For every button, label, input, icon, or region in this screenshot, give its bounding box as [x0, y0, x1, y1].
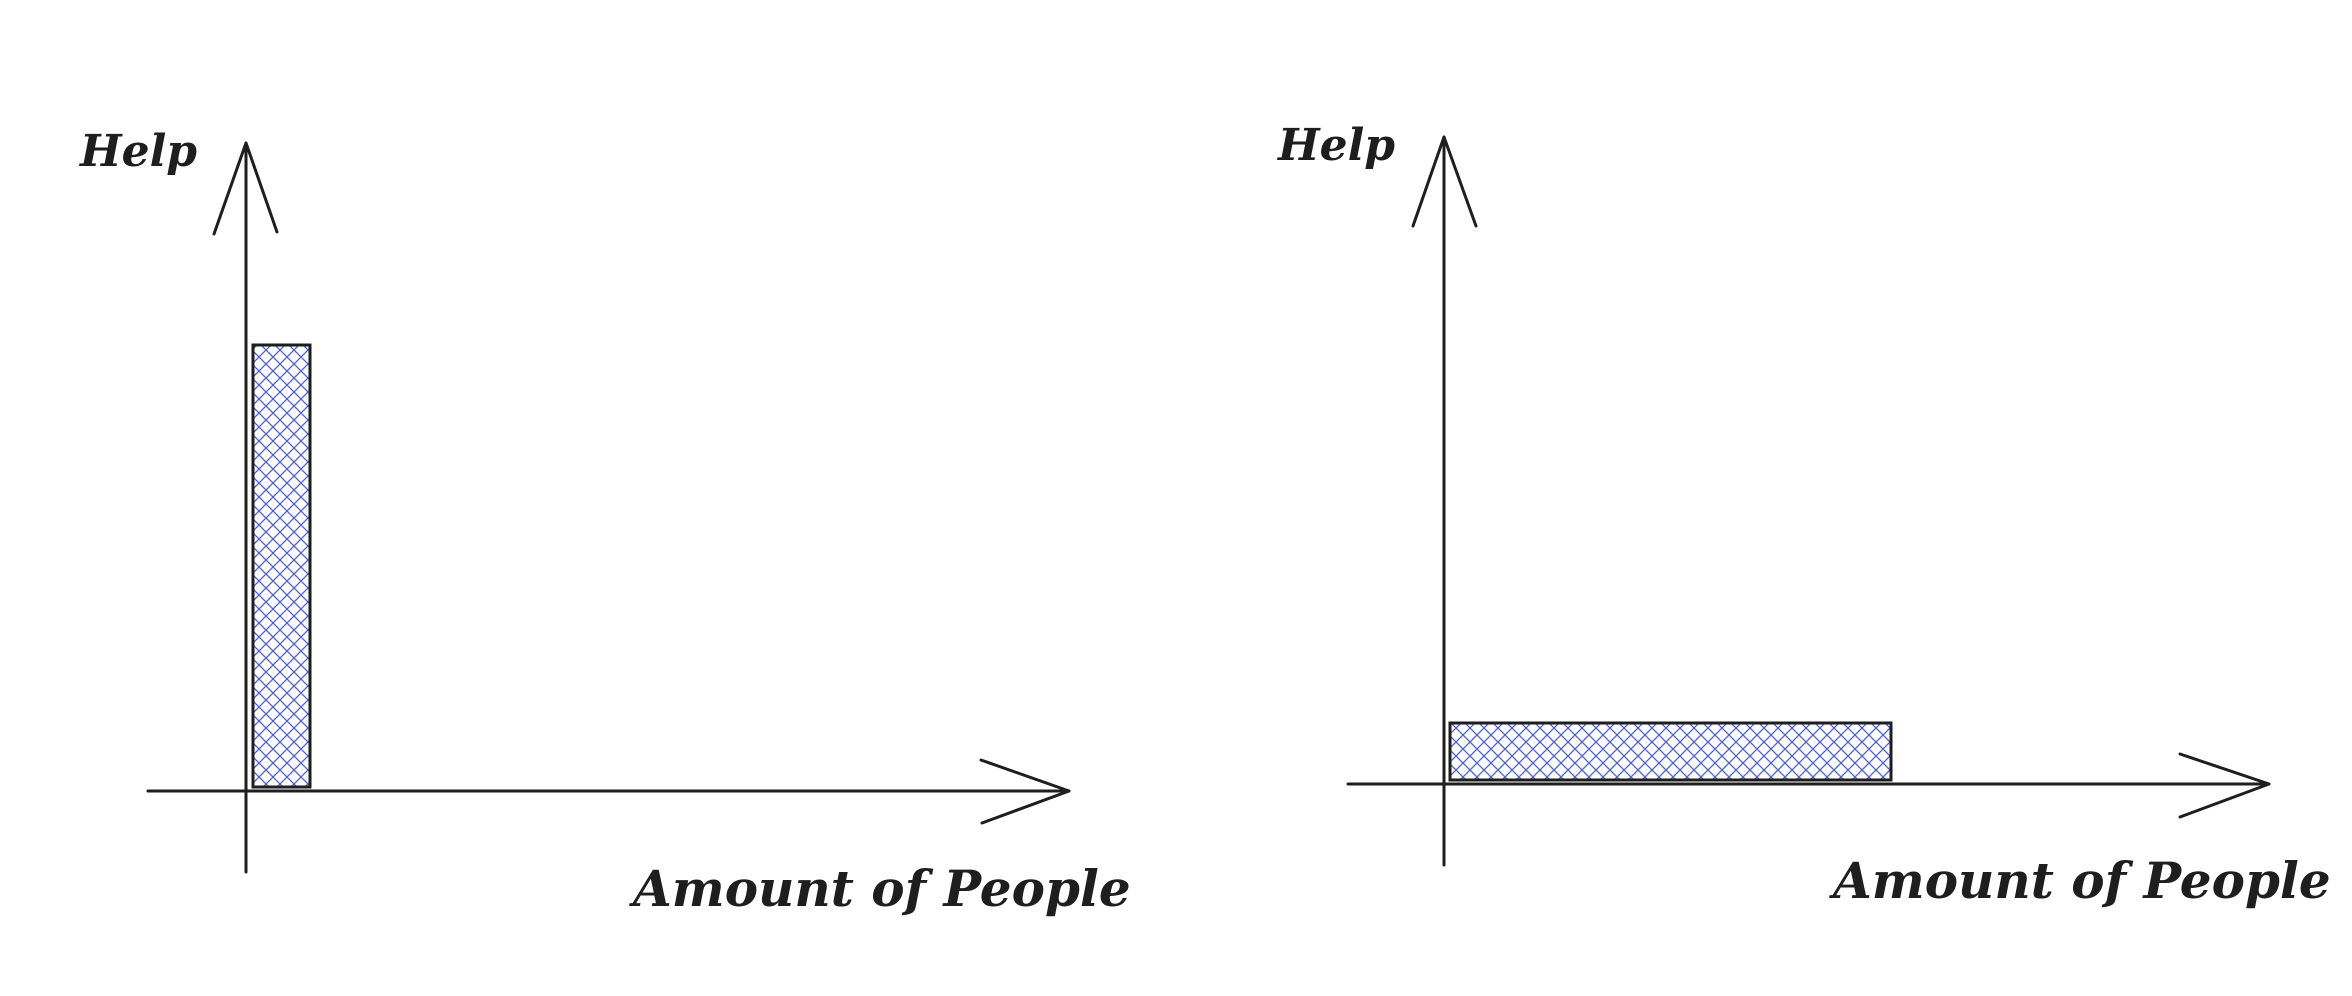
- y-axis-label-right: Help: [1276, 120, 1395, 171]
- y-axis-left: [212, 141, 279, 874]
- x-axis-arrowhead-right: [2178, 752, 2271, 819]
- x-axis-arrowhead-left: [979, 758, 1071, 825]
- y-axis-arrowhead-right: [1411, 135, 1478, 228]
- help-bar-left: [251, 343, 312, 789]
- chart-panel-left: Help Amount of People: [78, 126, 1131, 918]
- x-axis-left: [146, 758, 1071, 825]
- y-axis-arrowhead-left: [212, 141, 279, 236]
- x-axis-label-right: Amount of People: [1829, 851, 2331, 910]
- chart-panel-right: Help Amount of People: [1276, 120, 2331, 910]
- y-axis-label-left: Help: [78, 126, 197, 177]
- help-bar-right: [1448, 721, 1893, 782]
- x-axis-label-left: Amount of People: [629, 859, 1131, 918]
- x-axis-right: [1346, 752, 2271, 819]
- y-axis-right: [1411, 135, 1478, 867]
